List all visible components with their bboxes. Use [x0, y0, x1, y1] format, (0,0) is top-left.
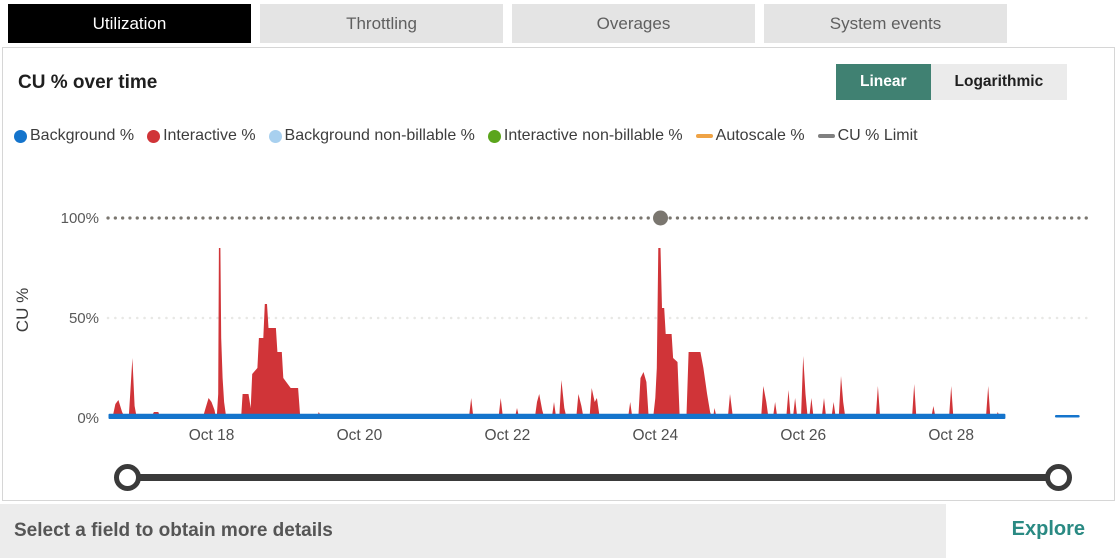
- detail-hint-text: Select a field to obtain more details: [14, 520, 333, 541]
- detail-hint-bar: Select a field to obtain more details: [0, 504, 946, 558]
- legend-label: Interactive non-billable %: [503, 127, 683, 144]
- tab-overages-label: Overages: [596, 13, 671, 33]
- chart-legend: Background % Interactive % Background no…: [14, 127, 918, 145]
- time-range-slider-handle-left[interactable]: [114, 464, 141, 491]
- y-axis-title: CU %: [13, 288, 32, 332]
- legend-line-icon: [695, 134, 713, 138]
- tab-utilization[interactable]: Utilization: [8, 4, 251, 43]
- legend-item-background[interactable]: Background %: [14, 127, 134, 145]
- explore-button[interactable]: Explore: [1011, 518, 1085, 540]
- x-axis-tick: Oct 26: [780, 427, 826, 444]
- tab-overages[interactable]: Overages: [512, 4, 755, 43]
- legend-line-icon: [817, 134, 835, 138]
- time-range-slider-track[interactable]: [128, 474, 1059, 481]
- tab-throttling-label: Throttling: [346, 13, 417, 33]
- scale-toggle: Linear Logarithmic: [836, 64, 1068, 100]
- y-axis-tick: 0%: [77, 410, 99, 427]
- legend-item-background-non-billable[interactable]: Background non-billable %: [268, 127, 475, 145]
- legend-item-interactive-non-billable[interactable]: Interactive non-billable %: [487, 127, 683, 145]
- chart-title: CU % over time: [18, 72, 158, 93]
- legend-label: Interactive %: [163, 127, 256, 144]
- y-axis-tick: 50%: [69, 310, 99, 327]
- x-axis-tick: Oct 28: [928, 427, 974, 444]
- x-axis-tick: Oct 22: [485, 427, 531, 444]
- tab-system-events[interactable]: System events: [764, 4, 1007, 43]
- legend-label: Background non-billable %: [284, 127, 475, 144]
- cu-over-time-chart[interactable]: 100% 50% 0% Oct 18 Oct 20 Oct 22 Oct 24 Oct 26 O…: [2, 190, 1115, 452]
- x-axis-tick: Oct 24: [632, 427, 678, 444]
- legend-circle-icon: [147, 129, 161, 143]
- cu-limit-marker[interactable]: [652, 210, 668, 226]
- x-axis-tick: Oct 20: [337, 427, 383, 444]
- tab-system-events-label: System events: [829, 13, 942, 33]
- legend-label: Autoscale %: [715, 127, 805, 144]
- tab-throttling[interactable]: Throttling: [260, 4, 503, 43]
- y-axis-tick: 100%: [61, 210, 99, 227]
- series-interactive-[interactable]: [109, 248, 1003, 418]
- legend-circle-icon: [14, 129, 27, 143]
- series-background-[interactable]: [108, 413, 1006, 419]
- time-range-slider-handle-right[interactable]: [1045, 464, 1072, 491]
- logarithmic-scale-button[interactable]: Logarithmic: [930, 64, 1068, 100]
- legend-label: CU % Limit: [837, 127, 918, 144]
- legend-item-autoscale[interactable]: Autoscale %: [695, 127, 805, 145]
- legend-label: Background %: [30, 127, 135, 144]
- legend-item-cu-limit[interactable]: CU % Limit: [817, 127, 918, 145]
- utilization-panel: [2, 47, 1115, 501]
- report-tabbar: Utilization Throttling Overages System e…: [8, 4, 1007, 43]
- tab-utilization-label: Utilization: [92, 13, 167, 33]
- legend-item-interactive[interactable]: Interactive %: [147, 127, 256, 145]
- legend-circle-icon: [268, 129, 282, 143]
- x-axis-tick: Oct 18: [189, 427, 235, 444]
- linear-scale-button[interactable]: Linear: [836, 64, 931, 100]
- legend-circle-icon: [487, 129, 501, 143]
